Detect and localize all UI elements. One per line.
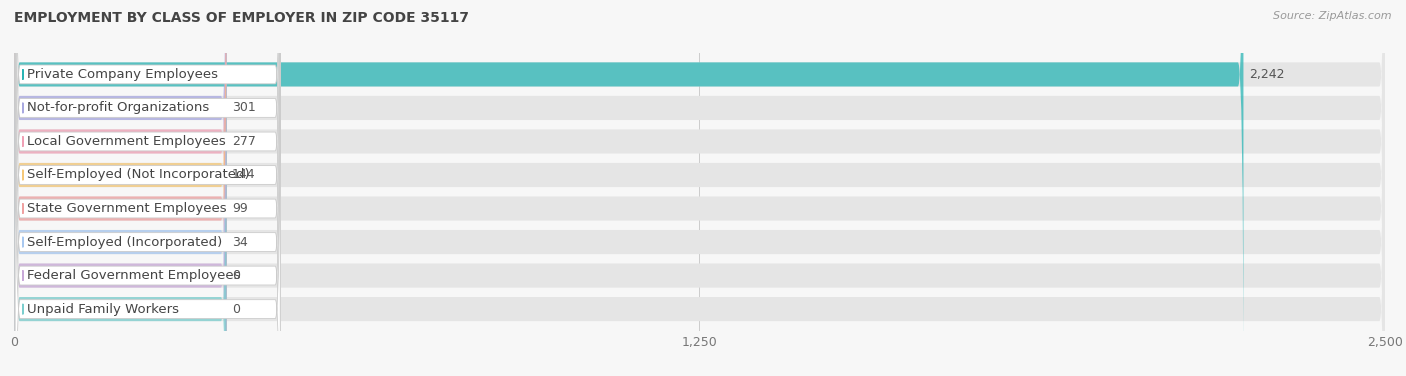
Text: Self-Employed (Not Incorporated): Self-Employed (Not Incorporated) xyxy=(27,168,250,182)
Text: Source: ZipAtlas.com: Source: ZipAtlas.com xyxy=(1274,11,1392,21)
FancyBboxPatch shape xyxy=(14,0,226,376)
Text: 99: 99 xyxy=(232,202,247,215)
Text: 34: 34 xyxy=(232,235,247,249)
Text: 2,242: 2,242 xyxy=(1249,68,1285,81)
Text: 0: 0 xyxy=(232,303,240,315)
FancyBboxPatch shape xyxy=(15,0,280,376)
FancyBboxPatch shape xyxy=(14,0,1385,376)
FancyBboxPatch shape xyxy=(14,0,226,376)
Text: EMPLOYMENT BY CLASS OF EMPLOYER IN ZIP CODE 35117: EMPLOYMENT BY CLASS OF EMPLOYER IN ZIP C… xyxy=(14,11,470,25)
FancyBboxPatch shape xyxy=(14,0,1385,376)
Text: 0: 0 xyxy=(232,269,240,282)
FancyBboxPatch shape xyxy=(15,0,280,376)
Text: Unpaid Family Workers: Unpaid Family Workers xyxy=(27,303,180,315)
Text: 144: 144 xyxy=(232,168,256,182)
Text: State Government Employees: State Government Employees xyxy=(27,202,226,215)
FancyBboxPatch shape xyxy=(15,0,280,376)
Text: Not-for-profit Organizations: Not-for-profit Organizations xyxy=(27,102,209,114)
FancyBboxPatch shape xyxy=(14,0,226,376)
FancyBboxPatch shape xyxy=(14,0,226,376)
Text: Self-Employed (Incorporated): Self-Employed (Incorporated) xyxy=(27,235,222,249)
Text: Local Government Employees: Local Government Employees xyxy=(27,135,226,148)
Text: Federal Government Employees: Federal Government Employees xyxy=(27,269,240,282)
FancyBboxPatch shape xyxy=(14,0,226,376)
FancyBboxPatch shape xyxy=(15,0,280,376)
FancyBboxPatch shape xyxy=(14,0,1385,376)
FancyBboxPatch shape xyxy=(14,0,226,376)
FancyBboxPatch shape xyxy=(14,0,1385,376)
FancyBboxPatch shape xyxy=(15,0,280,376)
FancyBboxPatch shape xyxy=(15,17,280,376)
FancyBboxPatch shape xyxy=(14,0,226,376)
FancyBboxPatch shape xyxy=(15,0,280,367)
FancyBboxPatch shape xyxy=(14,0,1385,376)
FancyBboxPatch shape xyxy=(15,0,280,376)
FancyBboxPatch shape xyxy=(14,0,1243,376)
FancyBboxPatch shape xyxy=(14,0,1385,376)
Text: Private Company Employees: Private Company Employees xyxy=(27,68,218,81)
FancyBboxPatch shape xyxy=(14,0,1385,376)
Text: 277: 277 xyxy=(232,135,256,148)
Text: 301: 301 xyxy=(232,102,256,114)
FancyBboxPatch shape xyxy=(14,0,1385,376)
